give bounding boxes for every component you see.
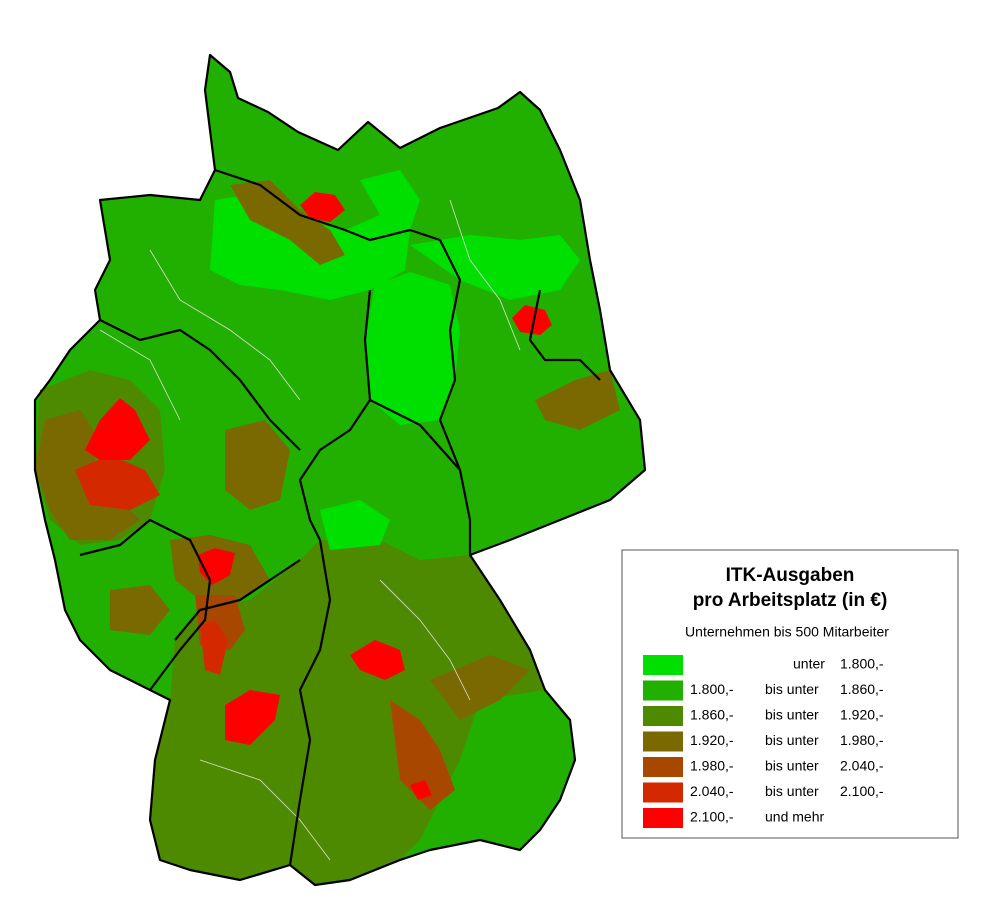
legend-from: 1.980,-	[690, 758, 734, 774]
legend-swatch	[643, 808, 683, 828]
legend-swatch	[643, 655, 683, 675]
legend-range: bis unter	[765, 681, 819, 697]
region	[350, 640, 405, 680]
germany-map	[35, 55, 645, 885]
legend-from: 1.920,-	[690, 732, 734, 748]
legend-from: 1.860,-	[690, 707, 734, 723]
region	[225, 690, 280, 745]
region	[75, 455, 160, 510]
state-borders	[79, 168, 601, 866]
region	[410, 780, 432, 800]
region	[512, 305, 552, 335]
region	[320, 500, 390, 550]
legend-to: 1.800,-	[840, 656, 884, 672]
legend-range: bis unter	[765, 732, 819, 748]
country-border	[33, 53, 647, 887]
region	[410, 235, 580, 300]
region	[390, 700, 455, 810]
district-borders	[99, 199, 521, 861]
legend-rows: unter 1.800,- 1.800,- bis unter 1.860,- 1.860…	[643, 655, 884, 828]
region	[110, 585, 170, 635]
region	[430, 655, 530, 720]
legend-to: 2.100,-	[840, 783, 884, 799]
legend-range: bis unter	[765, 707, 819, 723]
region	[360, 170, 420, 230]
legend-swatch	[643, 731, 683, 752]
legend-from: 1.800,-	[690, 681, 734, 697]
legend-swatch	[643, 757, 683, 777]
legend: ITK-Ausgaben pro Arbeitsplatz (in €) Unt…	[621, 549, 959, 839]
legend-to: 1.920,-	[840, 707, 884, 723]
legend-range: bis unter	[765, 783, 819, 799]
region	[300, 192, 345, 222]
legend-to: 1.860,-	[840, 681, 884, 697]
legend-title: ITK-Ausgaben	[726, 565, 855, 586]
region	[225, 420, 290, 510]
region	[200, 620, 228, 675]
legend-swatch	[643, 680, 683, 701]
region	[535, 370, 620, 430]
legend-to: 1.980,-	[840, 732, 884, 748]
region	[150, 540, 545, 885]
legend-range: unter	[793, 656, 825, 672]
region	[85, 398, 150, 460]
legend-subtitle: Unternehmen bis 500 Mitarbeiter	[685, 624, 889, 640]
legend-range: und mehr	[765, 809, 824, 825]
legend-to: 2.040,-	[840, 758, 884, 774]
legend-swatch	[643, 706, 683, 726]
legend-range: bis unter	[765, 758, 819, 774]
region	[230, 180, 345, 265]
legend-title: pro Arbeitsplatz (in €)	[693, 590, 888, 611]
region	[440, 690, 575, 850]
region	[365, 272, 460, 425]
legend-from: 2.100,-	[690, 809, 734, 825]
legend-from: 2.040,-	[690, 783, 734, 799]
legend-swatch	[643, 782, 683, 803]
